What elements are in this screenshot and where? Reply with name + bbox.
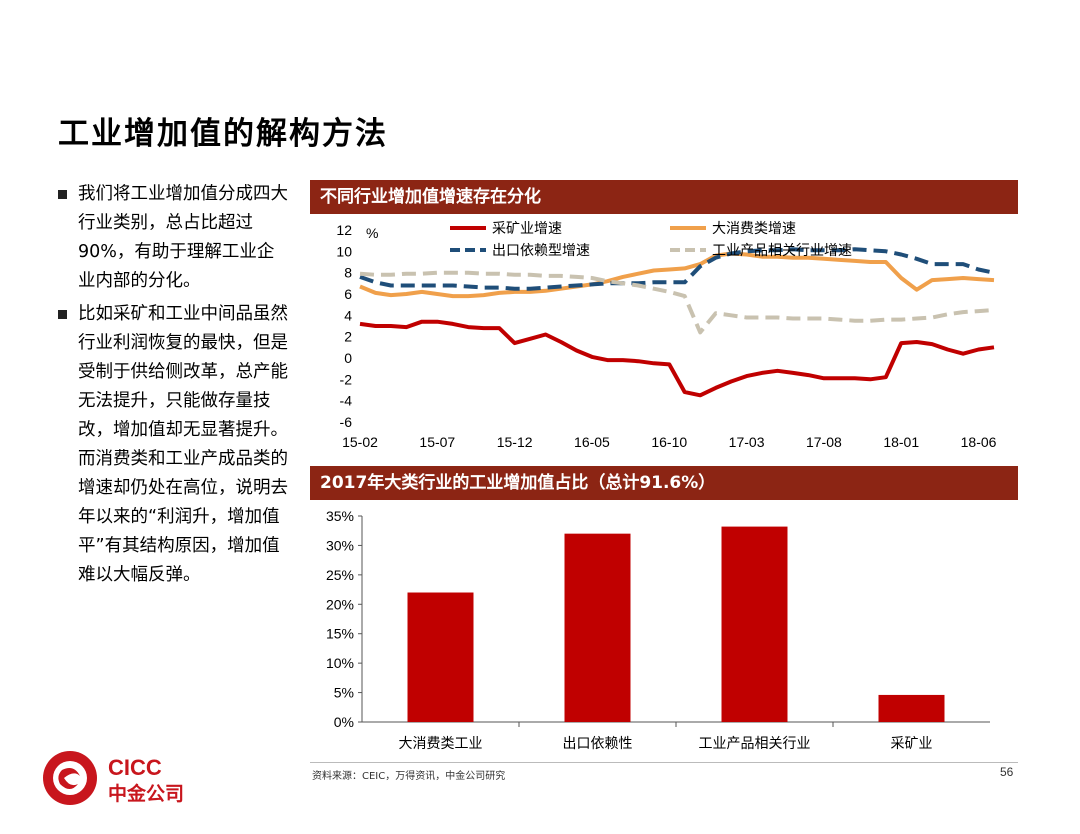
bar-chart: 35% 30% 25% 20% 15% 10% 5% 0% 大消费类工业 出口依赖性 工业产品相关行… [326, 508, 990, 751]
x-category-label: 大消费类工业 [399, 735, 483, 751]
x-category-label: 采矿业 [891, 735, 933, 751]
series-line-2 [359, 251, 995, 299]
y-unit-label: % [366, 225, 378, 241]
y-tick-label: 4 [344, 307, 352, 323]
cicc-logo: CICC 中金公司 [43, 751, 184, 805]
page-number: 56 [1000, 765, 1014, 779]
bar-4 [878, 694, 945, 722]
x-tick-label: 15-12 [497, 434, 533, 450]
series-line-3 [359, 247, 995, 291]
series-line-4 [359, 270, 995, 335]
y-tick-label: 15% [326, 626, 354, 642]
y-tick-label: 10% [326, 655, 354, 671]
y-tick-label: 12 [336, 222, 352, 238]
legend-label-4: 工业产品相关行业增速 [712, 242, 852, 258]
x-category-label: 出口依赖性 [563, 735, 633, 751]
legend-label-2: 大消费类增速 [712, 220, 796, 236]
bar-2 [564, 533, 631, 722]
x-tick-label: 16-10 [651, 434, 687, 450]
y-tick-label: 10 [336, 243, 352, 259]
bullet-item-1: 我们将工业增加值分成四大行业类别，总占比超过90%，有助于理解工业企业内部的分化… [58, 180, 290, 296]
line-chart: 12 10 8 6 4 2 0 -2 -4 -6% 15-02 15-07 15-12 16-05 16-1… [336, 220, 997, 450]
x-tick-label: 16-05 [574, 434, 610, 450]
x-category-label: 工业产品相关行业 [699, 735, 811, 751]
bar-1 [407, 592, 474, 722]
line-chart-title: 不同行业增加值增速存在分化 [310, 180, 1018, 214]
x-tick-label: 15-07 [419, 434, 455, 450]
y-tick-label: 20% [326, 596, 354, 612]
y-tick-label: 35% [326, 508, 354, 524]
y-tick-label: 2 [344, 329, 352, 345]
bar-3 [721, 526, 788, 722]
bullet-list: 我们将工业增加值分成四大行业类别，总占比超过90%，有助于理解工业企业内部的分化… [58, 180, 290, 590]
bullet-item-2: 比如采矿和工业中间品虽然行业利润恢复的最快，但是受制于供给侧改革，总产能无法提升… [58, 300, 290, 590]
legend-label-1: 采矿业增速 [492, 220, 562, 236]
bar-chart-title: 2017年大类行业的工业增加值占比（总计91.6%） [310, 466, 1018, 500]
x-tick-label: 18-06 [961, 434, 997, 450]
y-tick-label: 6 [344, 286, 352, 302]
x-tick-label: 15-02 [342, 434, 378, 450]
bullet-text-1: 我们将工业增加值分成四大行业类别，总占比超过90%，有助于理解工业企业内部的分化… [78, 184, 288, 291]
y-tick-label: 0% [334, 714, 354, 730]
bullet-square-icon [58, 190, 67, 199]
y-tick-label: 8 [344, 265, 352, 281]
y-tick-label: 30% [326, 537, 354, 553]
footer-divider [310, 762, 1018, 763]
legend-label-3: 出口依赖型增速 [492, 242, 590, 258]
y-tick-label: -6 [340, 414, 353, 430]
y-tick-label: 5% [334, 685, 354, 701]
bullet-square-icon [58, 310, 67, 319]
y-tick-label: -4 [340, 393, 353, 409]
x-tick-label: 18-01 [883, 434, 919, 450]
y-tick-label: 0 [344, 350, 352, 366]
logo-text-top: CICC [108, 755, 162, 780]
y-tick-label: -2 [340, 371, 353, 387]
bullet-text-2: 比如采矿和工业中间品虽然行业利润恢复的最快，但是受制于供给侧改革，总产能无法提升… [78, 304, 288, 585]
series-line-1 [359, 319, 995, 398]
logo-text-bottom: 中金公司 [108, 782, 184, 805]
source-note: 资料来源：CEIC，万得资讯，中金公司研究 [312, 771, 506, 782]
x-tick-label: 17-08 [806, 434, 842, 450]
x-tick-label: 17-03 [729, 434, 765, 450]
y-tick-label: 25% [326, 567, 354, 583]
page-title: 工业增加值的解构方法 [58, 116, 388, 152]
